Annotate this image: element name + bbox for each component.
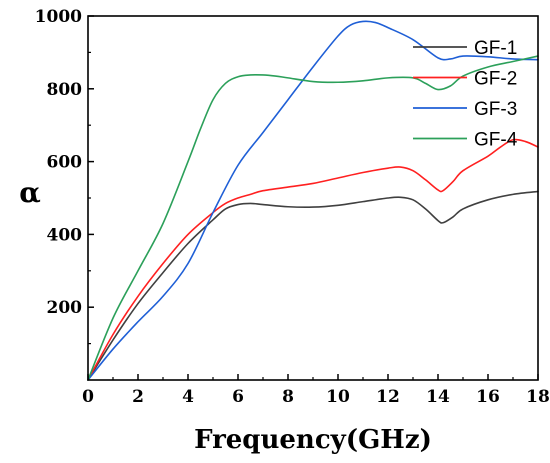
x-tick-label: 14 — [426, 387, 450, 407]
legend-label: GF-3 — [474, 99, 517, 120]
x-tick-label: 12 — [376, 387, 400, 407]
series-line-gf-2 — [87, 138, 539, 381]
y-tick-label: 1000 — [35, 7, 82, 27]
x-tick-label: 2 — [132, 387, 144, 407]
x-tick-label: 16 — [476, 387, 500, 407]
y-axis-title: α — [19, 176, 41, 209]
legend-label: GF-1 — [474, 38, 517, 59]
x-tick-label: 0 — [82, 387, 94, 407]
plot-frame — [87, 15, 539, 381]
series-line-gf-1 — [87, 190, 539, 381]
x-tick-label: 10 — [326, 387, 350, 407]
x-tick-label: 8 — [282, 387, 294, 407]
x-tick-label: 6 — [232, 387, 244, 407]
series-line-gf-4 — [87, 55, 539, 381]
series-line-gf-3 — [87, 20, 539, 381]
legend: GF-1 GF-2 GF-3 GF-4 — [413, 38, 518, 151]
legend-label: GF-4 — [474, 130, 518, 151]
y-tick-label: 600 — [47, 153, 83, 173]
x-axis-title: Frequency(GHz) — [194, 425, 432, 455]
ticks-layer: 0 2 4 6 8 10 12 14 16 18 200 400 600 800 1000 — [35, 7, 550, 407]
series-layer — [87, 20, 539, 381]
y-tick-label: 200 — [47, 298, 83, 318]
x-tick-label: 18 — [526, 387, 550, 407]
y-tick-label: 800 — [47, 80, 83, 100]
legend-label: GF-2 — [474, 69, 517, 90]
x-tick-label: 4 — [182, 387, 194, 407]
y-tick-label: 400 — [47, 225, 83, 245]
